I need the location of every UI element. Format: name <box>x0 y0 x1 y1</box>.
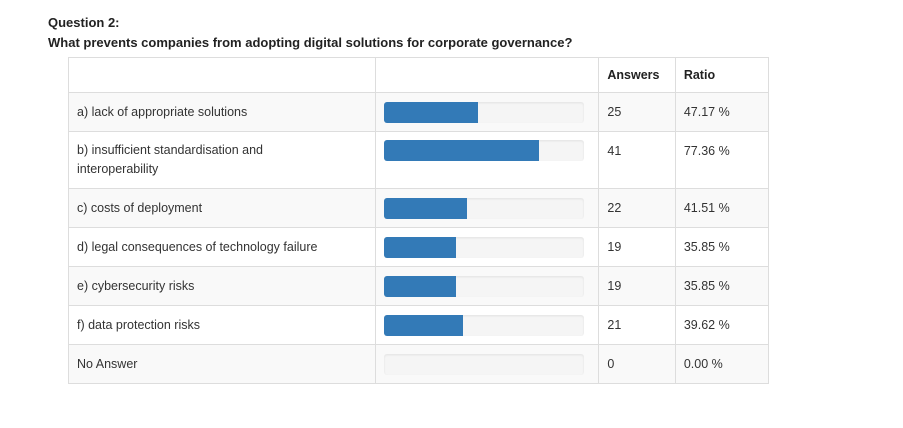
option-label: e) cybersecurity risks <box>77 278 195 293</box>
answers-count: 21 <box>607 318 622 332</box>
bar-cell <box>374 344 600 384</box>
answers-cell: 21 <box>598 305 676 345</box>
header-option <box>68 57 376 93</box>
bar-cell <box>374 266 600 306</box>
bar-cell <box>374 188 600 228</box>
answers-count: 22 <box>607 201 622 215</box>
answers-count: 19 <box>607 240 622 254</box>
results-table: Answers Ratio a) lack of appropriate sol… <box>68 57 770 384</box>
table-header-row: Answers Ratio <box>68 57 770 93</box>
option-label: c) costs of deployment <box>77 200 203 215</box>
progress-bar-fill <box>383 140 539 161</box>
ratio-value: 41.51 % <box>683 201 730 215</box>
option-label-cell: No Answer <box>68 344 376 384</box>
progress-bar-track <box>383 101 584 123</box>
option-label-cell: e) cybersecurity risks <box>68 266 376 306</box>
progress-bar-track <box>383 353 584 375</box>
ratio-value: 35.85 % <box>683 240 730 254</box>
option-label-cell: f) data protection risks <box>68 305 376 345</box>
answers-count: 0 <box>607 357 615 371</box>
table-row: c) costs of deployment 22 41.51 % <box>68 188 770 228</box>
progress-bar-track <box>383 275 584 297</box>
answers-cell: 25 <box>598 92 676 132</box>
answers-cell: 19 <box>598 266 676 306</box>
ratio-cell: 39.62 % <box>674 305 770 345</box>
option-label: f) data protection risks <box>77 317 200 332</box>
table-row: No Answer 0 0.00 % <box>68 344 770 384</box>
answers-count: 41 <box>607 144 622 158</box>
ratio-cell: 47.17 % <box>674 92 770 132</box>
progress-bar-fill <box>383 314 464 336</box>
progress-bar-track <box>383 197 584 219</box>
answers-cell: 22 <box>598 188 676 228</box>
ratio-value: 47.17 % <box>683 105 730 119</box>
option-label-cell: c) costs of deployment <box>68 188 376 228</box>
bar-cell <box>374 305 600 345</box>
option-label: b) insufficient standardisation and inte… <box>77 143 263 176</box>
progress-bar-track <box>383 314 584 336</box>
ratio-value: 0.00 % <box>683 357 723 371</box>
bar-cell <box>374 227 600 267</box>
table-row: d) legal consequences of technology fail… <box>68 227 770 267</box>
ratio-cell: 35.85 % <box>674 266 770 306</box>
answers-cell: 0 <box>598 344 676 384</box>
progress-bar-fill <box>383 236 456 258</box>
bar-cell <box>374 131 600 189</box>
table-row: e) cybersecurity risks 19 35.85 % <box>68 266 770 306</box>
ratio-cell: 41.51 % <box>674 188 770 228</box>
bar-cell <box>374 92 600 132</box>
table-row: f) data protection risks 21 39.62 % <box>68 305 770 345</box>
header-answers: Answers <box>598 57 676 93</box>
ratio-cell: 77.36 % <box>674 131 770 189</box>
answers-count: 19 <box>607 279 622 293</box>
option-label-cell: d) legal consequences of technology fail… <box>68 227 376 267</box>
progress-bar-fill <box>383 101 479 123</box>
header-ratio: Ratio <box>674 57 770 93</box>
option-label: a) lack of appropriate solutions <box>77 104 248 119</box>
ratio-value: 77.36 % <box>683 144 730 158</box>
option-label: d) legal consequences of technology fail… <box>77 239 318 254</box>
progress-bar-fill <box>383 197 467 219</box>
table-row: a) lack of appropriate solutions 25 47.1… <box>68 92 770 132</box>
question-number: Question 2: <box>48 15 120 30</box>
progress-bar-track <box>383 236 584 258</box>
answers-cell: 19 <box>598 227 676 267</box>
option-label: No Answer <box>77 356 138 371</box>
progress-bar-track <box>383 140 584 161</box>
table-row: b) insufficient standardisation and inte… <box>68 131 770 189</box>
ratio-cell: 0.00 % <box>674 344 770 384</box>
ratio-value: 39.62 % <box>683 318 730 332</box>
ratio-cell: 35.85 % <box>674 227 770 267</box>
ratio-value: 35.85 % <box>683 279 730 293</box>
answers-cell: 41 <box>598 131 676 189</box>
answers-count: 25 <box>607 105 622 119</box>
progress-bar-fill <box>383 275 456 297</box>
header-bar <box>374 57 600 93</box>
question-text: What prevents companies from adopting di… <box>48 35 573 50</box>
option-label-cell: b) insufficient standardisation and inte… <box>68 131 376 189</box>
option-label-cell: a) lack of appropriate solutions <box>68 92 376 132</box>
